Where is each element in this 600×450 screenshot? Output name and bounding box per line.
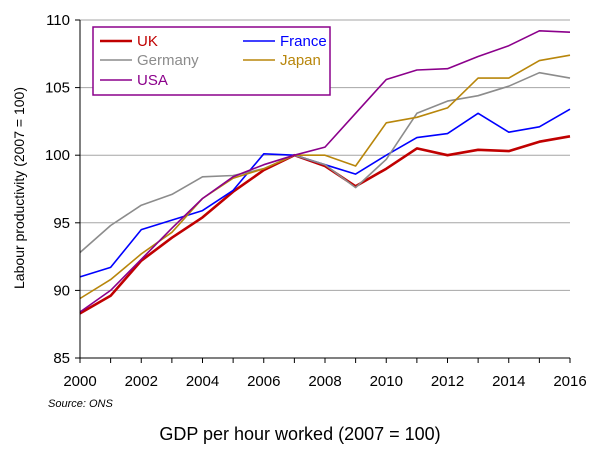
x-tick-label-2000: 2000 [63,373,96,390]
x-tick-label-2004: 2004 [186,373,219,390]
x-tick-label-2012: 2012 [431,373,464,390]
y-tick-label-85: 85 [53,350,70,367]
productivity-line-chart: 85 90 95 100 105 110 2000 2002 2004 2006 2008 2010 2… [11,12,587,390]
legend-label-uk: UK [137,33,158,50]
x-tick-label-2010: 2010 [370,373,403,390]
tick-labels: 85 90 95 100 105 110 2000 2002 2004 2006 2008 2010 2… [45,12,587,390]
axes [75,19,571,363]
series-line-germany [79,71,571,254]
legend-label-germany: Germany [137,52,199,69]
series-line-uk [79,135,571,315]
y-tick-label-90: 90 [53,282,70,299]
y-tick-label-100: 100 [45,147,70,164]
x-tick-label-2002: 2002 [125,373,158,390]
y-tick-label-110: 110 [46,12,70,29]
legend-box [92,26,331,96]
x-tick-label-2008: 2008 [308,373,341,390]
x-tick-label-2016: 2016 [553,373,586,390]
legend-label-usa: USA [137,72,168,89]
source-note: Source: ONS [48,398,113,410]
x-tick-label-2006: 2006 [247,373,280,390]
y-axis-label: Labour productivity (2007 = 100) [11,87,27,289]
legend: UK France Germany Japan USA [92,26,331,96]
chart-caption: GDP per hour worked (2007 = 100) [159,424,441,444]
y-tick-label-95: 95 [53,215,70,232]
y-tick-label-105: 105 [45,80,70,97]
series-line-usa [79,29,571,313]
legend-label-france: France [280,33,327,50]
series-lines [79,29,571,315]
x-tick-label-2014: 2014 [492,373,525,390]
legend-label-japan: Japan [280,52,321,69]
